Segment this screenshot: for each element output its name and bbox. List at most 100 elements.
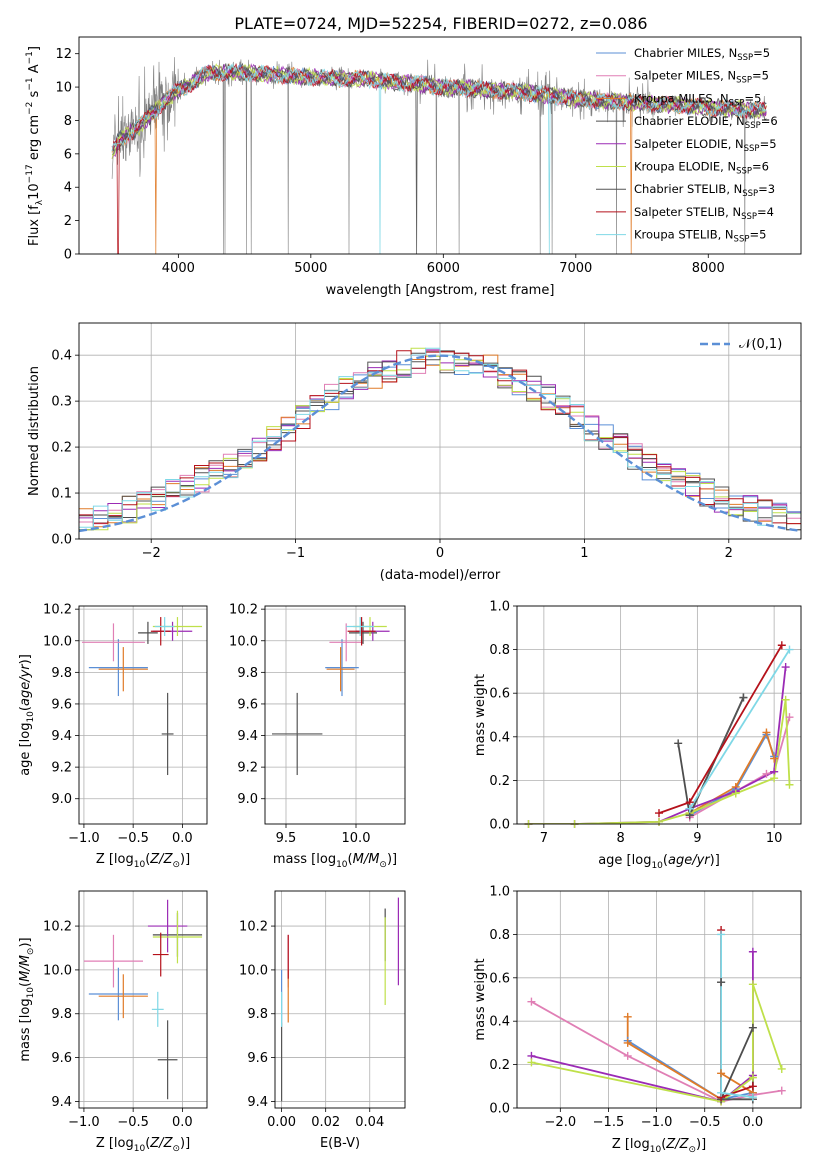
label-part: )]: [180, 1136, 190, 1151]
tick-label-y: 9.0: [51, 792, 72, 807]
age_vs_Z-chart: −1.0 −0.5 0.0 9.0 9.2 9.4 9.6 9.8 10.0 10.2 Z [log…: [18, 603, 208, 870]
tick-label-y: 10.0: [229, 634, 258, 649]
tick-label-x: −2.0: [545, 1115, 577, 1130]
weight-marker: [623, 1038, 632, 1047]
age_vs_mass-plot-area: [272, 617, 390, 776]
weight-marker: [717, 930, 726, 939]
tick-label-x: 1: [580, 546, 588, 561]
tick-label-y: 6: [64, 147, 72, 162]
axes-frame: [78, 322, 802, 540]
tick-label-y: 0.0: [51, 533, 72, 548]
weight-marker: [762, 728, 771, 737]
label-part: −17: [25, 164, 35, 183]
legend-value: =4: [757, 205, 774, 219]
label-part: erg cm: [27, 115, 42, 164]
tick-label-x: 0.04: [355, 1115, 384, 1130]
tick-label-y: 0.4: [489, 1015, 510, 1030]
label-part: (: [663, 853, 668, 868]
tick-label-y: 9.4: [51, 1095, 72, 1110]
label-part: 10: [650, 1145, 662, 1155]
legend-value: =6: [761, 114, 778, 128]
model-spectrum-salpeter-stelib: [111, 63, 767, 254]
legend-text: Kroupa ELODIE, N: [634, 160, 736, 174]
label-part: )]: [710, 853, 720, 868]
axes-frame: [78, 890, 208, 1109]
label-part: Z/Z: [149, 1136, 173, 1151]
weight-marker: [685, 804, 694, 813]
tick-label-x: −1: [286, 546, 305, 561]
label-part: 10: [27, 183, 42, 200]
legend-entry: Chabrier ELODIE, NSSP=6: [634, 114, 778, 131]
legend-sub: SSP: [744, 144, 760, 154]
weight-line-salpeter-elodie: [528, 666, 787, 824]
tick-label-y: 9.8: [247, 1007, 268, 1022]
tick-label-y: 9.8: [237, 666, 258, 681]
tick-label-x: 9.5: [276, 831, 297, 846]
label-part: )]: [696, 1137, 706, 1152]
legend-sub: SSP: [737, 53, 753, 63]
label-part: 10: [134, 860, 146, 870]
y-axis-label: mass weight: [473, 958, 488, 1040]
weight-marker: [762, 769, 771, 778]
tick-label-x: 7: [540, 831, 548, 846]
normal-curve: [79, 354, 799, 533]
tick-label-y: 2: [64, 214, 72, 229]
label-part: age [log: [18, 723, 33, 776]
label-part: Z/Z: [149, 852, 173, 867]
label-part: 10: [26, 711, 36, 723]
legend-text: Chabrier MILES, N: [634, 46, 737, 60]
tick-label-y: 9.2: [237, 761, 258, 776]
weight-marker: [739, 693, 748, 702]
weight-line-chabrier-elodie: [677, 697, 745, 819]
tick-label-x: −1.0: [68, 1115, 100, 1130]
tick-label-y: 0.4: [489, 730, 510, 745]
label-part: )]: [18, 654, 33, 664]
histogram-kroupa-elodie: [79, 347, 801, 531]
label-part: 10: [26, 987, 36, 999]
tick-label-y: 12: [55, 47, 72, 62]
tick-label-y: 9.6: [237, 697, 258, 712]
label-part: Z [log: [96, 1136, 134, 1151]
weight-marker: [781, 695, 790, 704]
axes-frame: [516, 890, 802, 1109]
weight-marker: [781, 663, 790, 672]
tick-label-y: 9.4: [237, 729, 258, 744]
tick-label-x: 10.0: [342, 831, 371, 846]
tick-label-x: 0.0: [172, 831, 193, 846]
model-spectrum-kroupa-elodie: [111, 63, 767, 160]
legend-entry: Salpeter MILES, NSSP=5: [634, 69, 769, 86]
label-part: 10: [336, 860, 348, 870]
tick-label-y: 10.0: [239, 963, 268, 978]
weight-marker: [748, 1082, 757, 1091]
tick-label-y: 10.2: [239, 920, 268, 935]
legend-sub: SSP: [734, 235, 750, 245]
tick-label-y: 9.2: [51, 761, 72, 776]
tick-label-y: 9.8: [51, 1007, 72, 1022]
spectrum-chart: 4000 5000 6000 7000 8000 0 2 4 6 8 10 12 wavelength …: [25, 36, 802, 298]
tick-label-x: 8000: [692, 261, 725, 276]
label-part: (: [348, 852, 353, 867]
weight-marker: [731, 789, 740, 798]
x-axis-label: mass [log10(M/M⊙)]: [273, 852, 397, 870]
label-part: mass weight: [473, 958, 488, 1040]
weight-marker: [777, 641, 786, 650]
label-part: mass [log: [273, 852, 336, 867]
weight_vs_age-plot-area: [528, 644, 791, 824]
legend-value: =3: [758, 182, 775, 196]
age_vs_mass-chart: 9.5 10.0 9.0 9.2 9.4 9.6 9.8 10.0 10.2 mass [log1…: [229, 603, 406, 870]
legend-value: =5: [749, 228, 766, 242]
axes-frame: [274, 890, 406, 1109]
tick-label-y: 0.0: [489, 818, 510, 833]
tick-label-y: 0.4: [51, 349, 72, 364]
tick-label-y: 0.2: [489, 774, 510, 789]
weight-line-salpeter-stelib: [720, 930, 754, 1099]
tick-label-y: 1.0: [489, 600, 510, 615]
tick-label-y: 10.2: [43, 920, 72, 935]
legend-entry: Kroupa ELODIE, NSSP=6: [634, 160, 769, 177]
tick-label-x: −1.5: [593, 1115, 625, 1130]
tick-label-x: 0.0: [743, 1115, 764, 1130]
tick-label-x: −1.0: [68, 831, 100, 846]
x-axis-label: (data-model)/error: [380, 568, 501, 583]
mass_vs_Z-chart: −1.0 −0.5 0.09.49.69.810.010.2Z [log10(Z/Z…: [18, 890, 208, 1154]
